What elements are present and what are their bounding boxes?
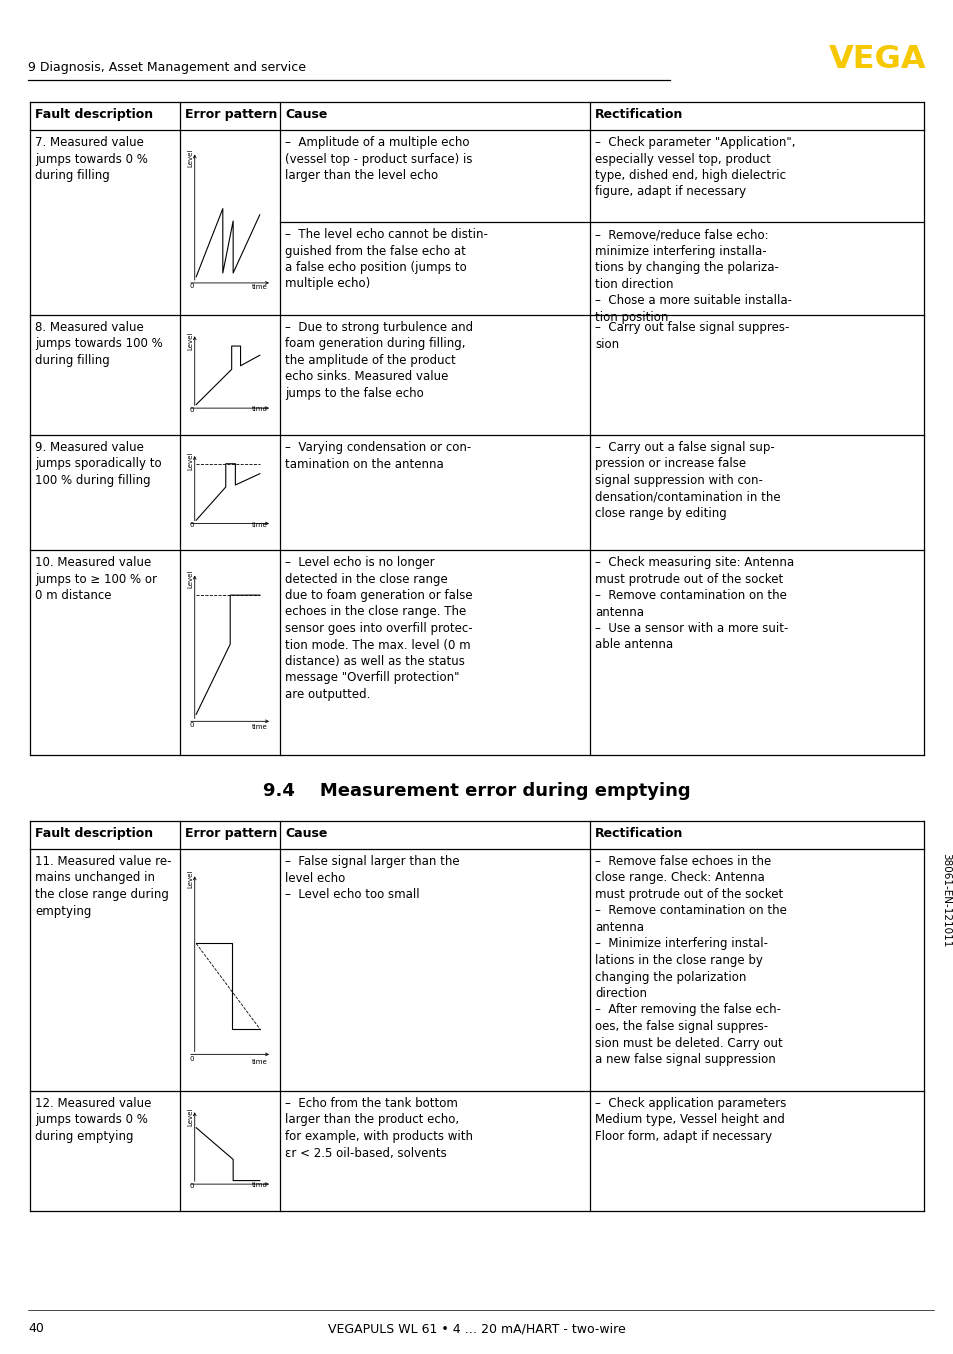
Text: Rectification: Rectification <box>595 827 682 839</box>
Text: 10. Measured value
jumps to ≥ 100 % or
0 m distance: 10. Measured value jumps to ≥ 100 % or 0… <box>35 556 157 603</box>
Text: Level: Level <box>188 569 193 588</box>
Text: time: time <box>252 1182 268 1189</box>
Text: Level: Level <box>188 332 193 349</box>
Text: –  Check application parameters
Medium type, Vessel height and
Floor form, adapt: – Check application parameters Medium ty… <box>595 1097 785 1143</box>
Text: Error pattern: Error pattern <box>185 108 277 121</box>
Text: 0: 0 <box>189 523 193 528</box>
Text: 11. Measured value re-
mains unchanged in
the close range during
emptying: 11. Measured value re- mains unchanged i… <box>35 854 172 918</box>
Text: VEGA: VEGA <box>827 45 925 76</box>
Text: –  Remove/reduce false echo:
minimize interfering installa-
tions by changing th: – Remove/reduce false echo: minimize int… <box>595 227 791 324</box>
Text: –  Varying condensation or con-
tamination on the antenna: – Varying condensation or con- taminatio… <box>285 441 471 470</box>
Text: 0: 0 <box>189 722 193 727</box>
Text: Fault description: Fault description <box>35 108 153 121</box>
Text: time: time <box>252 521 268 528</box>
Text: –  Echo from the tank bottom
larger than the product echo,
for example, with pro: – Echo from the tank bottom larger than … <box>285 1097 473 1159</box>
Text: Cause: Cause <box>285 108 327 121</box>
Text: Level: Level <box>188 869 193 888</box>
Text: Level: Level <box>188 1108 193 1127</box>
Text: –  Remove false echoes in the
close range. Check: Antenna
must protrude out of t: – Remove false echoes in the close range… <box>595 854 786 1066</box>
Text: 0: 0 <box>189 1056 193 1062</box>
Text: Rectification: Rectification <box>595 108 682 121</box>
Text: –  Check parameter "Application",
especially vessel top, product
type, dished en: – Check parameter "Application", especia… <box>595 135 795 199</box>
Text: time: time <box>252 284 268 291</box>
Text: Cause: Cause <box>285 827 327 839</box>
Text: –  Amplitude of a multiple echo
(vessel top - product surface) is
larger than th: – Amplitude of a multiple echo (vessel t… <box>285 135 472 181</box>
Text: time: time <box>252 1059 268 1064</box>
Text: 8. Measured value
jumps towards 100 %
during filling: 8. Measured value jumps towards 100 % du… <box>35 321 163 367</box>
Text: –  Carry out a false signal sup-
pression or increase false
signal suppression w: – Carry out a false signal sup- pression… <box>595 441 780 520</box>
Text: Level: Level <box>188 149 193 167</box>
Text: 9.4    Measurement error during emptying: 9.4 Measurement error during emptying <box>263 783 690 800</box>
Text: 38061-EN-121011: 38061-EN-121011 <box>940 853 950 948</box>
Text: time: time <box>252 724 268 730</box>
Text: 0: 0 <box>189 1183 193 1189</box>
Text: Level: Level <box>188 451 193 470</box>
Text: 0: 0 <box>189 283 193 288</box>
Text: 9. Measured value
jumps sporadically to
100 % during filling: 9. Measured value jumps sporadically to … <box>35 441 161 487</box>
Text: 9 Diagnosis, Asset Management and service: 9 Diagnosis, Asset Management and servic… <box>28 61 306 74</box>
Text: 0: 0 <box>189 406 193 413</box>
Text: 7. Measured value
jumps towards 0 %
during filling: 7. Measured value jumps towards 0 % duri… <box>35 135 148 181</box>
Text: –  Check measuring site: Antenna
must protrude out of the socket
–  Remove conta: – Check measuring site: Antenna must pro… <box>595 556 793 651</box>
Text: –  Carry out false signal suppres-
sion: – Carry out false signal suppres- sion <box>595 321 788 351</box>
Text: –  False signal larger than the
level echo
–  Level echo too small: – False signal larger than the level ech… <box>285 854 459 900</box>
Text: –  Level echo is no longer
detected in the close range
due to foam generation or: – Level echo is no longer detected in th… <box>285 556 472 701</box>
Text: –  The level echo cannot be distin-
guished from the false echo at
a false echo : – The level echo cannot be distin- guish… <box>285 227 487 291</box>
Text: Fault description: Fault description <box>35 827 153 839</box>
Text: VEGAPULS WL 61 • 4 … 20 mA/HART - two-wire: VEGAPULS WL 61 • 4 … 20 mA/HART - two-wi… <box>328 1322 625 1335</box>
Text: –  Due to strong turbulence and
foam generation during filling,
the amplitude of: – Due to strong turbulence and foam gene… <box>285 321 473 399</box>
Text: 12. Measured value
jumps towards 0 %
during emptying: 12. Measured value jumps towards 0 % dur… <box>35 1097 152 1143</box>
Text: Error pattern: Error pattern <box>185 827 277 839</box>
Text: 40: 40 <box>28 1322 44 1335</box>
Text: time: time <box>252 406 268 413</box>
